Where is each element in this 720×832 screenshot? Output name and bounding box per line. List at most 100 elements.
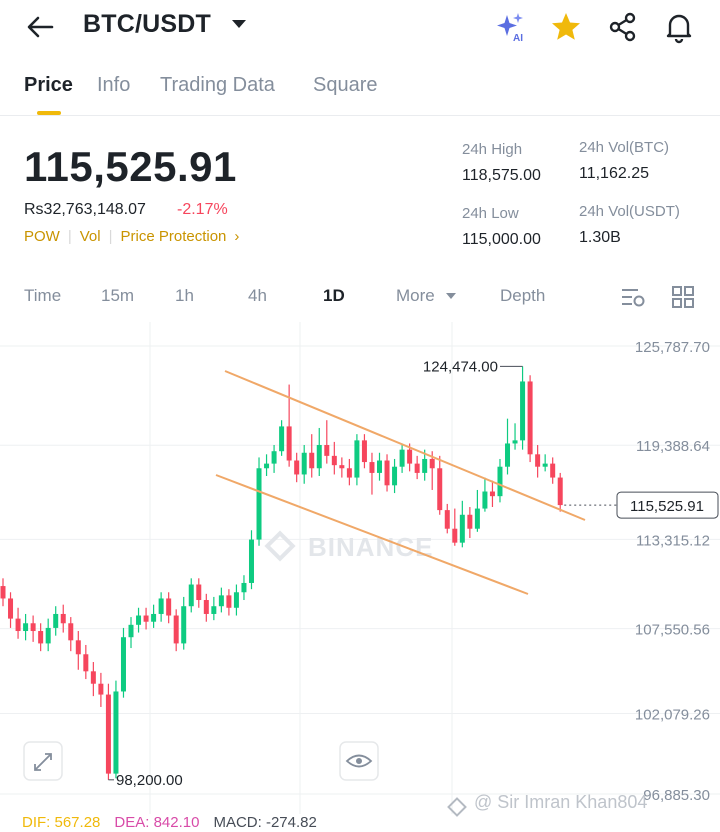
chevron-right-icon[interactable]: ›	[234, 228, 240, 245]
caret-down-icon[interactable]	[232, 20, 246, 28]
trend-channel	[215, 370, 586, 595]
candle-body	[452, 528, 458, 543]
pair-selector[interactable]: BTC/USDT	[83, 10, 211, 38]
candle-body	[53, 613, 59, 628]
candle-body	[136, 615, 142, 625]
vol-usdt-value: 1.30B	[579, 229, 621, 246]
candle-body	[30, 623, 36, 632]
tag-vol[interactable]: Vol	[79, 228, 101, 245]
interval-bar: Time 15m 1h 4h 1D More Depth	[0, 280, 720, 314]
candle-body	[505, 443, 511, 467]
high-label: 24h High	[462, 141, 523, 158]
candle-body	[286, 426, 292, 461]
vol-btc-label: 24h Vol(BTC)	[579, 139, 670, 156]
candle-body	[422, 458, 428, 473]
tab-trading-data[interactable]: Trading Data	[160, 74, 275, 96]
candle-body	[361, 440, 367, 463]
interval-4h[interactable]: 4h	[248, 286, 267, 305]
candle-body	[233, 592, 239, 608]
bell-icon[interactable]	[662, 10, 696, 44]
star-icon[interactable]	[549, 10, 583, 44]
back-arrow-icon[interactable]	[24, 12, 56, 42]
active-tab-indicator	[37, 111, 61, 115]
candle-body	[211, 606, 217, 614]
more-caret-icon[interactable]	[446, 293, 456, 299]
ai-sparkle-icon[interactable]: AI	[494, 10, 528, 44]
candle-body	[294, 460, 300, 475]
indicator-settings-icon[interactable]	[619, 284, 647, 310]
candle-body	[399, 449, 405, 467]
candle-body	[181, 606, 187, 644]
candle-body	[369, 462, 375, 473]
low-annotation: 98,200.00	[116, 772, 183, 789]
candle-body	[218, 595, 224, 607]
candle-body	[23, 623, 29, 632]
price-annotations: 124,474.00 98,200.00 115,525.91	[108, 358, 719, 789]
candle-body	[459, 514, 465, 543]
layout-grid-icon[interactable]	[670, 284, 696, 310]
candle-body	[271, 451, 277, 464]
current-price-label: 115,525.91	[630, 498, 704, 515]
candle-body	[512, 440, 518, 444]
candle-body	[264, 463, 270, 469]
candle-body	[90, 671, 96, 684]
candle-body	[151, 613, 157, 622]
interval-1d[interactable]: 1D	[323, 286, 345, 305]
fiat-price: Rs32,763,148.07	[24, 201, 146, 218]
candle-body	[339, 465, 345, 469]
y-tick-label: 107,550.56	[635, 622, 710, 639]
last-price: 115,525.91	[24, 143, 237, 190]
candle-body	[279, 426, 285, 452]
candle-body	[60, 613, 66, 624]
candle-body	[550, 463, 556, 478]
candle-body	[256, 468, 262, 540]
price-chart[interactable]: BINANCE 124,474.00 98,200.00 115,525.91 12…	[0, 322, 720, 814]
expand-button[interactable]	[23, 741, 63, 781]
author-watermark: @ Sir Imran Khan804	[474, 792, 648, 812]
candle-body	[520, 381, 526, 441]
candlestick-chart[interactable]: BINANCE 124,474.00 98,200.00 115,525.91 12…	[0, 322, 720, 814]
candle-body	[542, 463, 548, 467]
tag-pow[interactable]: POW	[24, 228, 60, 245]
tab-square[interactable]: Square	[313, 74, 378, 96]
chart-watermark-text: BINANCE	[308, 532, 433, 562]
share-icon[interactable]	[606, 10, 640, 44]
candle-body	[83, 654, 89, 672]
low-value: 115,000.00	[462, 231, 541, 248]
interval-1h[interactable]: 1h	[175, 286, 194, 305]
macd-dif: DIF: 567.28	[22, 814, 101, 831]
candle-body	[196, 584, 202, 601]
interval-time[interactable]: Time	[24, 286, 62, 305]
candle-body	[467, 514, 473, 529]
candle-body	[482, 491, 488, 509]
top-bar: BTC/USDT AI	[0, 0, 720, 54]
candle-body	[120, 637, 126, 692]
tab-info[interactable]: Info	[97, 74, 131, 96]
chart-grid	[0, 322, 720, 814]
tag-row: POW | Vol | Price Protection ›	[24, 228, 240, 245]
main-tabs: Price Info Trading Data Square	[0, 66, 720, 116]
eye-button[interactable]	[339, 741, 379, 781]
candle-body	[188, 584, 194, 607]
candle-body	[68, 623, 74, 641]
candle-body	[248, 539, 254, 583]
candle-body	[354, 440, 360, 478]
candles	[0, 366, 563, 780]
tag-price-protection[interactable]: Price Protection	[120, 228, 227, 245]
candle-body	[75, 640, 81, 655]
macd-indicator-row: DIF: 567.28 DEA: 842.10 MACD: -274.82	[22, 814, 331, 831]
interval-15m[interactable]: 15m	[101, 286, 135, 305]
high-annotation: 124,474.00	[423, 358, 498, 375]
interval-depth[interactable]: Depth	[500, 286, 546, 305]
vol-btc-value: 11,162.25	[579, 165, 649, 182]
candle-body	[392, 466, 398, 486]
candle-body	[226, 595, 232, 608]
candle-body	[38, 631, 44, 644]
interval-more[interactable]: More	[396, 286, 435, 305]
candle-body	[0, 586, 6, 599]
tab-price[interactable]: Price	[24, 74, 73, 96]
low-label: 24h Low	[462, 205, 519, 222]
candle-body	[437, 468, 443, 511]
candle-body	[128, 624, 134, 638]
expand-icon	[34, 753, 52, 771]
